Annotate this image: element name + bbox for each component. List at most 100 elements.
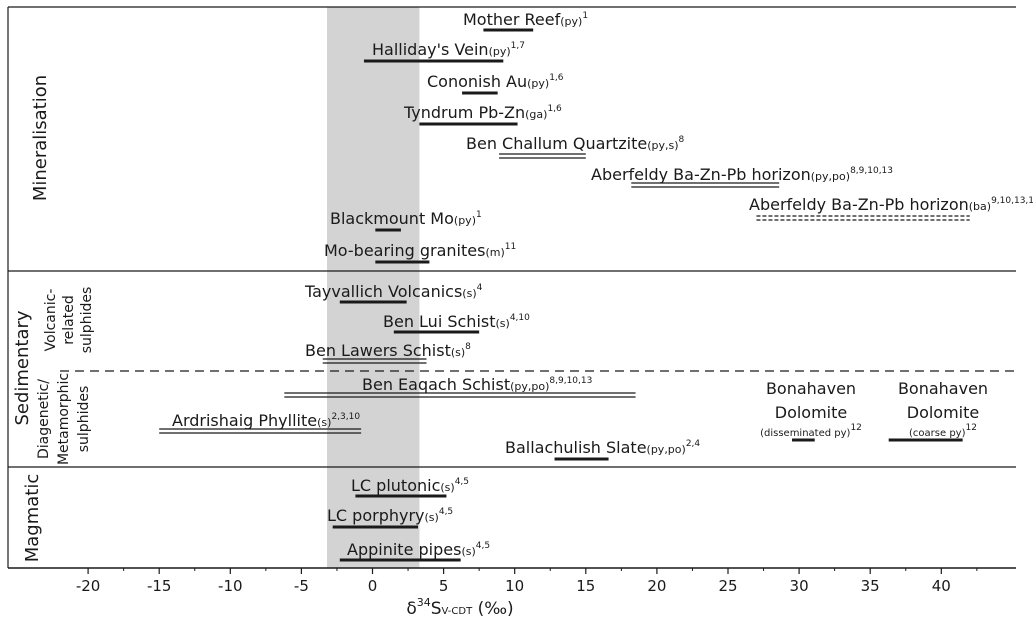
- range-label-sub: (s): [317, 416, 331, 429]
- range-label-refs: 2,4: [686, 439, 701, 449]
- subgroup-label-line: sulphides: [76, 386, 92, 453]
- range-label-name: Bonahaven: [898, 379, 988, 398]
- range-label-sub: (s): [425, 511, 439, 524]
- range-label-refs: 8: [465, 342, 471, 352]
- range-label: Blackmount Mo(py)1: [330, 209, 482, 228]
- range-label-name: Ben Lui Schist: [383, 312, 496, 331]
- range-label: Mo-bearing granites(m)11: [324, 241, 516, 260]
- range-label-refs: 12: [966, 423, 977, 433]
- range-label-sub: (py): [489, 45, 511, 58]
- range-label-sub: (disseminated py)12: [760, 423, 862, 439]
- x-tick-label: 25: [718, 577, 737, 595]
- x-tick-label: 35: [861, 577, 880, 595]
- range-label-refs: 1,6: [549, 73, 564, 83]
- x-tick-label: -10: [218, 577, 243, 595]
- x-axis-label-unit: (‰): [472, 599, 513, 619]
- range-label-name: Dolomite: [775, 403, 848, 422]
- range-label: Ben Eaqach Schist(py,po)8,9,10,13: [362, 375, 592, 394]
- range-label-refs: 8,9,10,13: [850, 166, 893, 176]
- range-label: Halliday's Vein(py)1,7: [372, 40, 525, 59]
- group-label-magmatic: Magmatic: [22, 474, 43, 563]
- range-label-refs: 1,6: [547, 104, 562, 114]
- x-tick-label: 10: [505, 577, 524, 595]
- range-label-name: Appinite pipes: [347, 540, 461, 559]
- subgroup-label-line: related: [61, 295, 77, 345]
- group-labels: Mineralisation Sedimentary Magmatic Volcani…: [12, 75, 95, 562]
- range-label: Ardrishaig Phyllite(s)2,3,10: [172, 411, 360, 430]
- range-label-refs: 9,10,13,14: [991, 196, 1033, 206]
- range-label-name: Mo-bearing granites: [324, 241, 485, 260]
- range-label-name: Ballachulish Slate: [505, 438, 647, 457]
- range-label-refs: 1: [582, 11, 588, 21]
- range-label-sub: (ba): [969, 200, 991, 213]
- range-label-sub: (py): [527, 77, 549, 90]
- range-label-name: Cononish Au: [427, 72, 527, 91]
- range-label-refs: 4,5: [455, 477, 469, 487]
- range-label-sub: (ga): [525, 108, 547, 121]
- range-label-refs: 1: [476, 210, 482, 220]
- range-label-sub: (s): [451, 346, 465, 359]
- range-label: Ben Challum Quartzite(py,s)8: [466, 134, 685, 153]
- range-label-sub: (py,s): [647, 139, 678, 152]
- range-label-name: Ben Challum Quartzite: [466, 134, 647, 153]
- range-label-sub: (s): [461, 545, 475, 558]
- range-label-name: Dolomite: [907, 403, 980, 422]
- range-label: Tayvallich Volcanics(s)4: [304, 282, 483, 301]
- x-tick-label: -20: [76, 577, 101, 595]
- x-tick-label: 5: [439, 577, 449, 595]
- range-label-refs: 4: [477, 283, 483, 293]
- range-label-sub: (py,po): [811, 170, 850, 183]
- subgroup-label-line: Diagenetic/: [36, 379, 52, 459]
- range-label-refs: 4,5: [439, 507, 453, 517]
- range-label-refs: 8,9,10,13: [549, 376, 592, 386]
- range-label-refs: 4,10: [510, 313, 530, 323]
- x-tick-label: 0: [368, 577, 378, 595]
- x-tick-label: 20: [647, 577, 666, 595]
- range-label-refs: 1,7: [511, 41, 525, 51]
- range-label-sub: (s): [496, 317, 510, 330]
- range-label-name: Blackmount Mo: [330, 209, 454, 228]
- range-label-name: Mother Reef: [463, 10, 561, 29]
- range-label-sub: (py): [560, 15, 582, 28]
- range-label-refs: 12: [850, 423, 861, 433]
- subgroup-label-line: Volcanic-: [43, 289, 59, 352]
- range-label-name: Ardrishaig Phyllite: [172, 411, 317, 430]
- range-label-sub: (s): [462, 287, 476, 300]
- x-axis-label-base: S: [431, 599, 442, 619]
- range-label-sub: (m): [485, 246, 504, 259]
- group-label-mineralisation: Mineralisation: [30, 75, 51, 201]
- range-label-name: Bonahaven: [766, 379, 856, 398]
- x-tick-label: -5: [294, 577, 309, 595]
- range-label-name: Aberfeldy Ba-Zn-Pb horizon: [749, 195, 969, 214]
- range-label-sub: (coarse py)12: [909, 423, 977, 439]
- range-label: Appinite pipes(s)4,5: [347, 540, 490, 559]
- x-axis-label-sub: V-CDT: [442, 606, 474, 617]
- range-label-refs: 4,5: [476, 541, 490, 551]
- range-label: LC plutonic(s)4,5: [351, 476, 469, 495]
- x-axis-ticks: -20 -15 -10 -5 0 5 10 15 20 25 30 35 40: [76, 568, 978, 595]
- range-label-name: Ben Lawers Schist: [305, 341, 451, 360]
- range-label-name: LC porphyry: [327, 506, 425, 525]
- range-label: Mother Reef(py)1: [463, 10, 588, 29]
- range-label: Aberfeldy Ba-Zn-Pb horizon(py,po)8,9,10,…: [591, 165, 893, 184]
- range-label-name: Ben Eaqach Schist: [362, 375, 510, 394]
- range-label-sub: (s): [440, 481, 454, 494]
- range-label: Tyndrum Pb-Zn(ga)1,6: [403, 103, 562, 122]
- x-tick-label: 30: [790, 577, 809, 595]
- range-label-name: LC plutonic: [351, 476, 440, 495]
- x-tick-label: -15: [147, 577, 172, 595]
- x-tick-label: 15: [576, 577, 595, 595]
- shaded-band: [326, 7, 420, 568]
- range-label: Ballachulish Slate(py,po)2,4: [505, 438, 700, 457]
- range-label-sub: (py): [454, 214, 476, 227]
- range-label-refs: 11: [505, 242, 516, 252]
- chart-frame: [7, 6, 1016, 569]
- range-label-name: Tyndrum Pb-Zn: [403, 103, 525, 122]
- range-label: Ben Lui Schist(s)4,10: [383, 312, 530, 331]
- range-label-name: Halliday's Vein: [372, 40, 489, 59]
- range-label: Ben Lawers Schist(s)8: [305, 341, 471, 360]
- x-axis-label-sup: 34: [417, 596, 431, 609]
- range-label-sub: (py,po): [510, 380, 549, 393]
